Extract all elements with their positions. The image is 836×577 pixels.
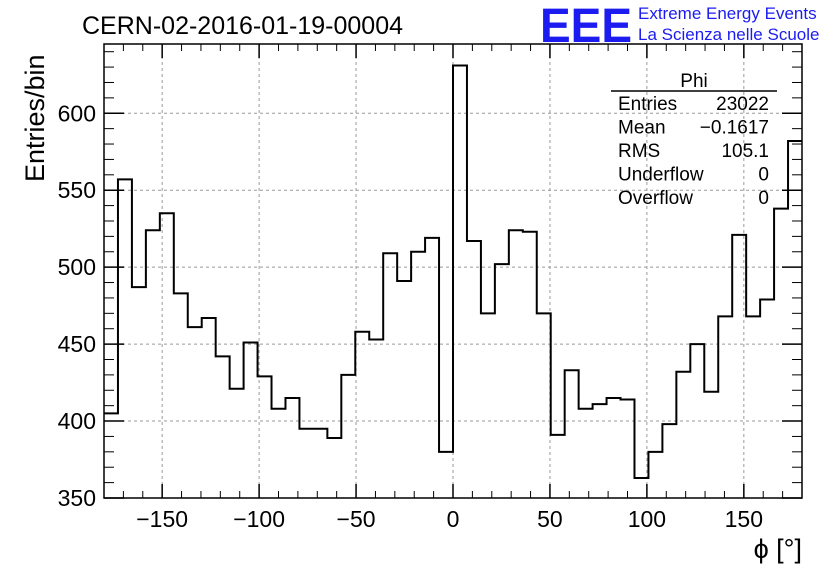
- y-tick-label: 400: [58, 408, 96, 434]
- x-tick-label: 150: [725, 506, 763, 532]
- stats-row-label: Entries: [618, 94, 677, 115]
- chart-title: CERN-02-2016-01-19-00004: [82, 12, 403, 40]
- stats-row-value: 0: [758, 165, 769, 186]
- y-tick-label: 450: [58, 331, 96, 357]
- y-tick-label: 600: [58, 100, 96, 126]
- stats-row-value: 0: [758, 188, 769, 209]
- histogram-step-line: [104, 64, 802, 479]
- x-tick-label: 50: [537, 506, 563, 532]
- y-tick-label: 550: [58, 177, 96, 203]
- stats-rows: Entries 23022 Mean −0.1617 RMS 105.1 Underflow…: [618, 94, 769, 209]
- stats-row-label: RMS: [618, 141, 660, 162]
- eee-logo-mark: EEE: [540, 0, 632, 53]
- stats-row-value: −0.1617: [700, 118, 769, 139]
- stats-row-label: Underflow: [618, 165, 704, 186]
- x-tick-label: −150: [136, 506, 188, 532]
- y-tick-labels: 350 400 450 500 550 600: [58, 100, 96, 511]
- eee-logo-line1: Extreme Energy Events: [638, 4, 817, 23]
- stats-title: Phi: [680, 71, 707, 92]
- x-tick-labels: −150 −100 −50 0 50 100 150: [136, 506, 763, 532]
- y-tick-label: 500: [58, 254, 96, 280]
- x-tick-label: −50: [337, 506, 376, 532]
- stats-box: Phi Entries 23022 Mean −0.1617 RMS 105.1 Under…: [611, 71, 777, 209]
- x-tick-label: 100: [628, 506, 666, 532]
- axis-ticks: [104, 44, 802, 499]
- stats-row-label: Mean: [618, 118, 666, 139]
- eee-logo-line2: La Scienza nelle Scuole: [638, 25, 819, 44]
- stats-row-value: 105.1: [721, 141, 769, 162]
- eee-logo: EEE Extreme Energy Events La Scienza nel…: [540, 0, 819, 53]
- stats-row-value: 23022: [716, 94, 769, 115]
- x-axis-label: ϕ [°]: [754, 534, 802, 564]
- y-axis-label: Entries/bin: [20, 54, 50, 182]
- x-tick-label: −100: [233, 506, 285, 532]
- stats-row-label: Overflow: [618, 188, 693, 209]
- x-tick-label: 0: [447, 506, 460, 532]
- y-tick-label: 350: [58, 485, 96, 511]
